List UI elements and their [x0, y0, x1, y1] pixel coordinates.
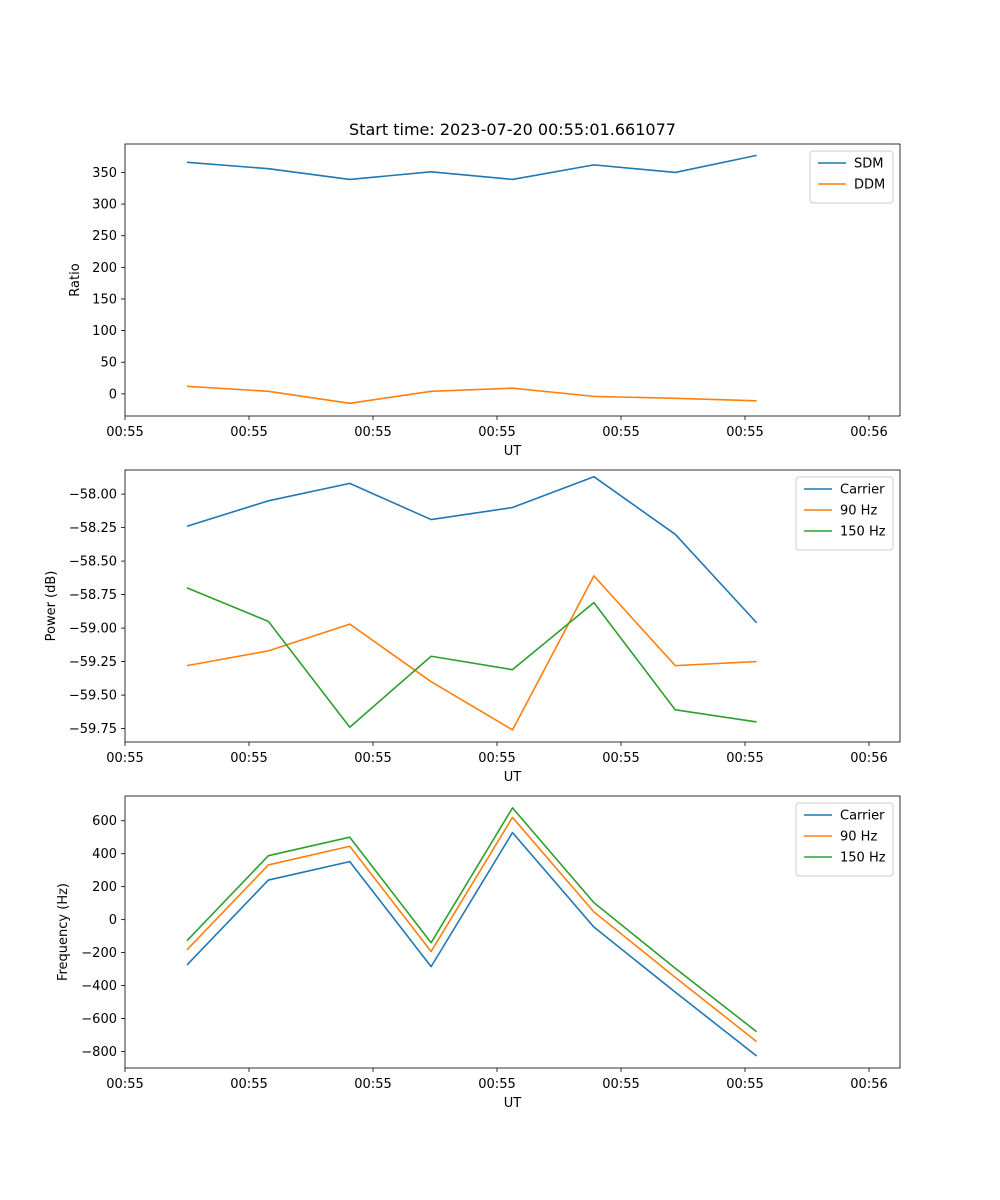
- y-tick-label: 400: [92, 847, 117, 862]
- y-tick-label: −59.50: [69, 689, 117, 704]
- legend-label: 150 Hz: [840, 525, 886, 540]
- series-line-carrier: [186, 831, 758, 1057]
- x-tick-label: 00:55: [602, 751, 639, 766]
- legend-label: 90 Hz: [840, 504, 877, 519]
- x-tick-label: 00:55: [106, 425, 143, 440]
- y-tick-label: −58.00: [69, 488, 117, 503]
- legend-label: 90 Hz: [840, 830, 877, 845]
- y-tick-label: −400: [81, 979, 117, 994]
- chart-2: 00:55 00:55 00:55 00:55 00:55 00:55 00:56 −59.7…: [44, 469, 901, 785]
- x-tick-label: 00:55: [354, 1077, 391, 1092]
- x-tick-label: 00:56: [850, 425, 887, 440]
- x-tick-label: 00:55: [354, 425, 391, 440]
- x-tick-label: 00:55: [478, 751, 515, 766]
- legend: SDM DDM: [809, 150, 894, 204]
- x-tick-label: 00:55: [354, 751, 391, 766]
- x-tick-label: 00:55: [602, 1077, 639, 1092]
- y-tick-label: 350: [92, 166, 117, 181]
- x-tick-label: 00:55: [602, 425, 639, 440]
- series-line-150-hz: [186, 807, 758, 1033]
- y-tick-label: −200: [81, 946, 117, 961]
- x-tick-label: 00:55: [106, 1077, 143, 1092]
- y-tick-label: −59.00: [69, 622, 117, 637]
- series-line-90-hz: [186, 816, 758, 1043]
- x-tick-label: 00:56: [850, 1077, 887, 1092]
- chart-title: Start time: 2023-07-20 00:55:01.661077: [349, 120, 676, 139]
- series-line-90-hz: [186, 575, 757, 731]
- y-tick-label: −600: [81, 1012, 117, 1027]
- y-tick-label: −800: [81, 1045, 117, 1060]
- x-axis-label: UT: [504, 1096, 522, 1111]
- chart-3: 00:55 00:55 00:55 00:55 00:55 00:55 00:56 −800 −…: [56, 795, 901, 1111]
- legend-label: SDM: [854, 157, 883, 172]
- y-tick-label: −59.75: [69, 722, 117, 737]
- y-axis-label: Frequency (Hz): [56, 883, 71, 981]
- legend-box: [809, 150, 894, 204]
- x-tick-label: 00:55: [230, 1077, 267, 1092]
- x-axis-label: UT: [504, 444, 522, 459]
- x-tick-label: 00:56: [850, 751, 887, 766]
- y-axis-label: Power (dB): [44, 571, 59, 642]
- axes-frame: [124, 469, 901, 743]
- y-tick-label: −58.75: [69, 588, 117, 603]
- y-tick-label: 200: [92, 880, 117, 895]
- x-tick-label: 00:55: [230, 425, 267, 440]
- legend-label: DDM: [854, 178, 885, 193]
- legend-label: Carrier: [840, 483, 885, 498]
- y-axis-label: Ratio: [68, 263, 83, 296]
- axes-frame: [124, 143, 901, 417]
- x-tick-label: 00:55: [106, 751, 143, 766]
- y-tick-label: 100: [92, 324, 117, 339]
- y-tick-label: −58.25: [69, 521, 117, 536]
- x-tick-label: 00:55: [478, 1077, 515, 1092]
- legend-label: 150 Hz: [840, 851, 886, 866]
- y-tick-label: −58.50: [69, 555, 117, 570]
- legend: Carrier 90 Hz 150 Hz: [795, 476, 894, 551]
- x-tick-label: 00:55: [478, 425, 515, 440]
- x-tick-label: 00:55: [726, 425, 763, 440]
- y-tick-label: 150: [92, 292, 117, 307]
- y-tick-label: 0: [109, 387, 117, 402]
- legend-label: Carrier: [840, 809, 885, 824]
- y-tick-label: 200: [92, 261, 117, 276]
- x-tick-label: 00:55: [230, 751, 267, 766]
- x-tick-label: 00:55: [726, 1077, 763, 1092]
- chart-1: 00:55 00:55 00:55 00:55 00:55 00:55 00:56 0 50 10…: [68, 120, 901, 459]
- series-line-150-hz: [186, 587, 757, 729]
- legend: Carrier 90 Hz 150 Hz: [795, 802, 894, 877]
- y-tick-label: 250: [92, 229, 117, 244]
- series-line-ddm: [186, 385, 757, 405]
- y-tick-label: 300: [92, 198, 117, 213]
- x-axis-label: UT: [504, 770, 522, 785]
- y-tick-label: 50: [100, 356, 117, 371]
- y-tick-label: −59.25: [69, 655, 117, 670]
- x-tick-label: 00:55: [726, 751, 763, 766]
- y-tick-label: 0: [109, 913, 117, 928]
- series-line-carrier: [186, 475, 758, 624]
- series-line-sdm: [186, 154, 757, 181]
- y-tick-label: 600: [92, 814, 117, 829]
- axes-frame: [124, 795, 901, 1069]
